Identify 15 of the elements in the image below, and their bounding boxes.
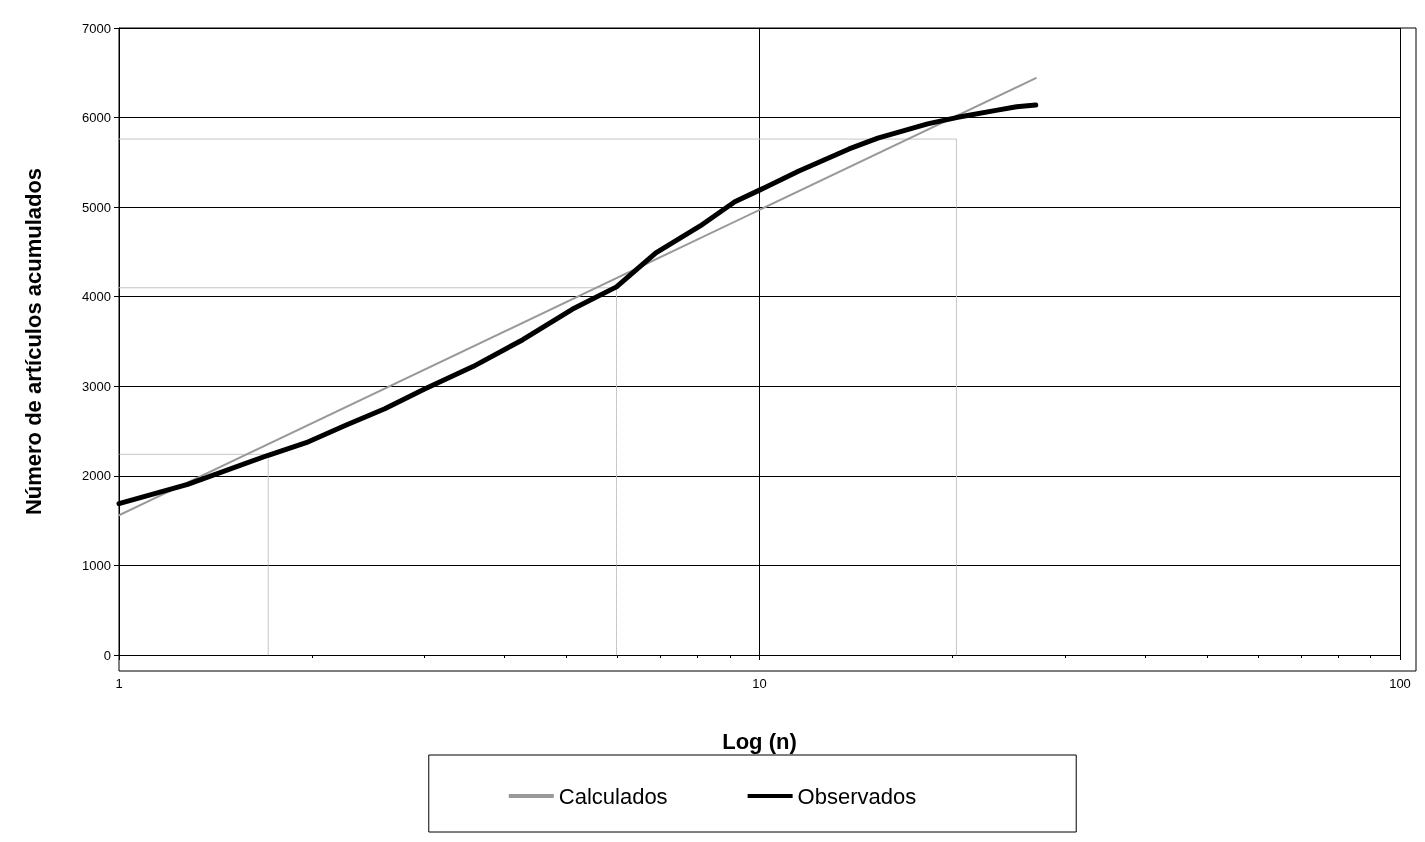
y-tick-label: 6000 bbox=[82, 110, 111, 126]
legend-label: Observados bbox=[797, 783, 917, 809]
y-tick-label: 0 bbox=[103, 647, 111, 663]
x-tick-label: 1 bbox=[115, 676, 123, 691]
y-tick-label: 1000 bbox=[82, 557, 111, 573]
y-tick-label: 4000 bbox=[82, 289, 111, 305]
y-tick-label: 5000 bbox=[82, 199, 111, 215]
y-axis-title: Número de artículos acumulados bbox=[20, 167, 46, 516]
y-tick-label: 3000 bbox=[82, 378, 111, 394]
x-tick-label: 10 bbox=[752, 676, 767, 691]
legend-label: Calculados bbox=[558, 783, 668, 809]
y-tick-label: 7000 bbox=[82, 20, 111, 36]
x-axis-title: Log (n) bbox=[722, 728, 797, 754]
x-tick-label: 100 bbox=[1389, 676, 1411, 691]
y-tick-label: 2000 bbox=[82, 468, 111, 484]
